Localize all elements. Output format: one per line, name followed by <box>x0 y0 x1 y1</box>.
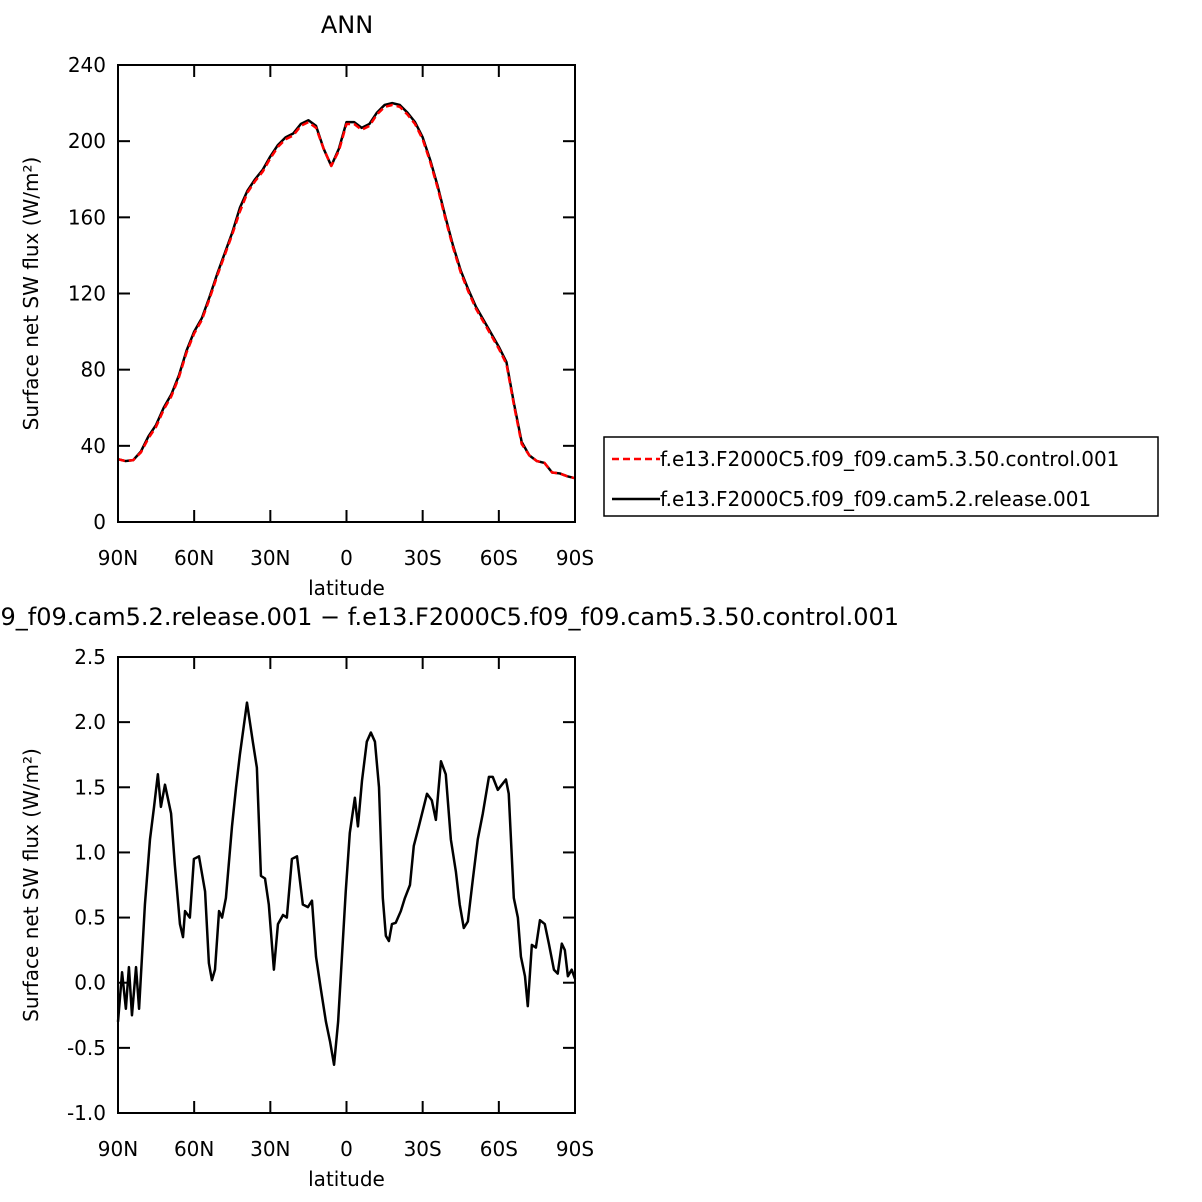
legend-label: f.e13.F2000C5.f09_f09.cam5.3.50.control.… <box>660 447 1119 471</box>
x-axis-label: latitude <box>308 576 385 600</box>
legend-label: f.e13.F2000C5.f09_f09.cam5.2.release.001 <box>660 487 1091 511</box>
x-tick-label: 90N <box>98 546 138 570</box>
plot-title: f.e13.F2000C5.f09_f09.cam5.2.release.001… <box>0 603 899 631</box>
data-line <box>116 701 577 1067</box>
y-tick-label: 120 <box>68 282 106 306</box>
y-tick-label: 0.0 <box>74 971 106 995</box>
y-axis-label: Surface net SW flux (W/m²) <box>19 748 43 1022</box>
x-tick-label: 90S <box>556 546 594 570</box>
y-axis-label: Surface net SW flux (W/m²) <box>19 157 43 431</box>
x-tick-label: 90S <box>556 1137 594 1161</box>
x-tick-label: 30N <box>250 1137 290 1161</box>
y-tick-label: 240 <box>68 53 106 77</box>
y-tick-label: -1.0 <box>67 1101 106 1125</box>
y-tick-label: 0 <box>93 510 106 534</box>
data-line <box>117 101 576 480</box>
y-tick-label: 1.5 <box>74 775 106 799</box>
plot-title: ANN <box>321 11 373 39</box>
legend-box <box>603 436 1159 517</box>
y-tick-label: 200 <box>68 129 106 153</box>
x-tick-label: 30S <box>404 1137 442 1161</box>
x-tick-label: 60N <box>174 1137 214 1161</box>
y-tick-label: -0.5 <box>67 1036 106 1060</box>
x-tick-label: 30S <box>404 546 442 570</box>
y-tick-label: 2.5 <box>74 645 106 669</box>
y-tick-label: 40 <box>81 434 106 458</box>
x-axis-label: latitude <box>308 1167 385 1191</box>
y-tick-label: 80 <box>81 358 106 382</box>
x-tick-label: 60S <box>480 546 518 570</box>
x-tick-label: 90N <box>98 1137 138 1161</box>
data-line <box>117 103 576 480</box>
legend: f.e13.F2000C5.f09_f09.cam5.3.50.control.… <box>603 436 1159 517</box>
y-tick-label: 2.0 <box>74 710 106 734</box>
y-tick-label: 160 <box>68 205 106 229</box>
x-tick-label: 0 <box>340 546 353 570</box>
x-tick-label: 60N <box>174 546 214 570</box>
plot-frame <box>117 64 576 523</box>
y-tick-label: 1.0 <box>74 840 106 864</box>
x-tick-label: 60S <box>480 1137 518 1161</box>
y-tick-label: 0.5 <box>74 906 106 930</box>
x-tick-label: 0 <box>340 1137 353 1161</box>
x-tick-label: 30N <box>250 546 290 570</box>
plot-frame <box>117 656 576 1114</box>
